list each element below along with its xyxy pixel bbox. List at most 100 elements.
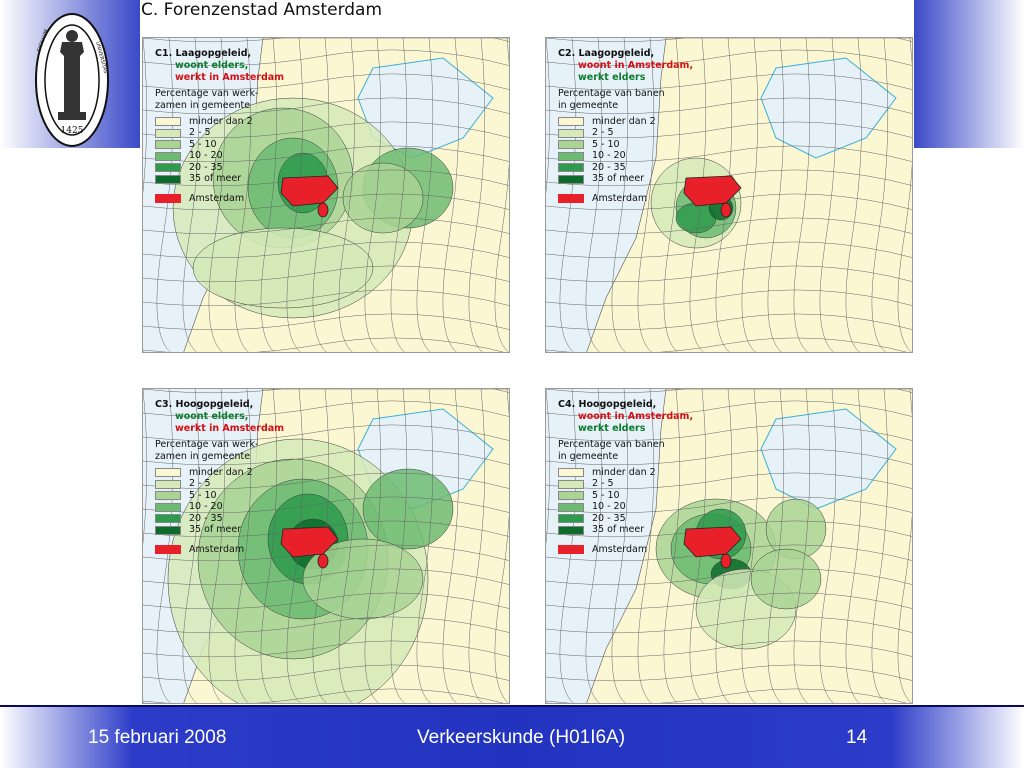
legend-swatch xyxy=(558,117,584,127)
legend-swatch xyxy=(558,174,584,184)
boundary-line xyxy=(286,389,304,703)
legend-caption: Percentage van banen xyxy=(558,439,665,450)
boundary-line xyxy=(390,389,408,703)
boundary-line xyxy=(611,389,629,703)
lake-area xyxy=(357,57,494,159)
boundary-line xyxy=(546,496,912,514)
municipality-region xyxy=(302,538,424,620)
legend-entry: 20 - 35 xyxy=(155,162,284,174)
slide-title: C. Forenzenstad Amsterdam xyxy=(141,0,383,20)
legend-entry: 5 - 10 xyxy=(155,490,284,502)
legend-label: 2 - 5 xyxy=(592,478,614,490)
boundary-line xyxy=(611,38,629,352)
legend-swatch xyxy=(155,514,181,524)
panel-subtitle-line: woont in Amsterdam, xyxy=(578,411,694,422)
municipality-region xyxy=(362,468,454,550)
boundary-line xyxy=(546,337,908,352)
choropleth-map xyxy=(143,38,509,352)
amsterdam-area xyxy=(720,553,732,569)
legend-label: 10 - 20 xyxy=(189,501,223,513)
boundary-line xyxy=(143,389,148,703)
slide-gradient-right xyxy=(914,0,1024,148)
legend-entry: 5 - 10 xyxy=(558,139,693,151)
boundary-line xyxy=(468,389,486,703)
boundary-line xyxy=(156,38,174,352)
footer-course: Verkeerskunde (H01I6A) xyxy=(417,727,626,748)
boundary-line xyxy=(663,389,681,703)
legend-label: 20 - 35 xyxy=(592,161,626,173)
legend-caption: Percentage van banen xyxy=(558,88,665,99)
boundary-line xyxy=(143,424,509,442)
panel-subtitle-line: werkt in Amsterdam xyxy=(175,423,285,434)
boundary-line xyxy=(819,389,837,703)
legend-entry: 20 - 35 xyxy=(155,513,284,525)
legend-swatch xyxy=(155,468,181,478)
boundary-line xyxy=(312,38,330,352)
boundary-line xyxy=(390,38,408,352)
legend-label: 5 - 10 xyxy=(592,489,620,501)
boundary-line xyxy=(143,616,509,634)
boundary-line xyxy=(364,38,382,352)
boundary-line xyxy=(143,313,509,331)
boundary-line xyxy=(637,389,655,703)
legend-swatch xyxy=(558,163,584,173)
legend-label: 35 of meer xyxy=(592,524,645,536)
boundary-line xyxy=(416,389,434,703)
municipality-region xyxy=(192,227,374,309)
map-panel-c1: C1. Laagopgeleid, woont elders, werkt in A… xyxy=(142,37,510,353)
svg-text:1425: 1425 xyxy=(61,126,84,136)
map-legend: C1. Laagopgeleid, woont elders, werkt in A… xyxy=(155,48,284,205)
legend-entry: 35 of meer xyxy=(558,524,693,537)
legend-label: 35 of meer xyxy=(189,524,242,536)
boundary-line xyxy=(715,389,733,703)
boundary-line xyxy=(546,389,912,394)
panel-subtitle-line: woont elders, xyxy=(175,60,249,71)
legend-label: minder dan 2 xyxy=(189,466,253,478)
boundary-line xyxy=(143,389,509,394)
legend-label: 2 - 5 xyxy=(592,127,614,139)
choropleth-map xyxy=(546,389,912,703)
boundary-line xyxy=(143,337,505,352)
boundary-line xyxy=(494,38,509,352)
panel-subtitle-line: werkt elders xyxy=(578,423,646,434)
legend-entry: minder dan 2 xyxy=(558,467,693,479)
boundary-line xyxy=(143,289,509,307)
map-legend: C2. Laagopgeleid, woont in Amsterdam, werk… xyxy=(558,48,693,205)
boundary-line xyxy=(546,400,912,418)
legend-entry: 5 - 10 xyxy=(155,139,284,151)
legend-label: 5 - 10 xyxy=(189,489,217,501)
boundary-line xyxy=(546,145,912,163)
lake-area xyxy=(760,408,897,510)
legend-entry: 35 of meer xyxy=(155,173,284,186)
choropleth-map xyxy=(546,38,912,352)
boundary-line xyxy=(260,38,278,352)
legend-swatch xyxy=(155,163,181,173)
legend-label: 10 - 20 xyxy=(189,150,223,162)
legend-caption: in gemeente xyxy=(558,100,619,111)
boundary-line xyxy=(143,688,505,703)
boundary-line xyxy=(546,265,912,283)
boundary-line xyxy=(767,38,785,352)
boundary-line xyxy=(143,592,509,610)
map-legend: C3. Hoogopgeleid, woont elders, werkt in A… xyxy=(155,399,284,556)
boundary-line xyxy=(793,38,811,352)
panel-title: C1. Laagopgeleid, xyxy=(155,48,252,59)
boundary-line xyxy=(143,568,509,586)
legend-entry: 20 - 35 xyxy=(558,513,693,525)
boundary-line xyxy=(546,49,912,67)
legend-swatch xyxy=(155,128,181,138)
boundary-line xyxy=(494,389,509,703)
boundary-line xyxy=(312,389,330,703)
boundary-line xyxy=(234,38,252,352)
legend-label: Amsterdam xyxy=(592,192,648,204)
boundary-line xyxy=(143,38,148,352)
university-seal-logo: 1425 SIGILLUM UNIVERSITAS xyxy=(35,13,109,147)
boundary-line xyxy=(143,145,509,163)
boundary-line xyxy=(897,389,912,703)
amsterdam-area xyxy=(720,202,732,218)
legend-caption: Percentage van werk- xyxy=(155,88,259,99)
legend-swatch xyxy=(558,525,584,535)
legend-entry: 10 - 20 xyxy=(155,150,284,163)
legend-swatch xyxy=(155,502,181,512)
legend-entry: 2 - 5 xyxy=(558,127,693,140)
